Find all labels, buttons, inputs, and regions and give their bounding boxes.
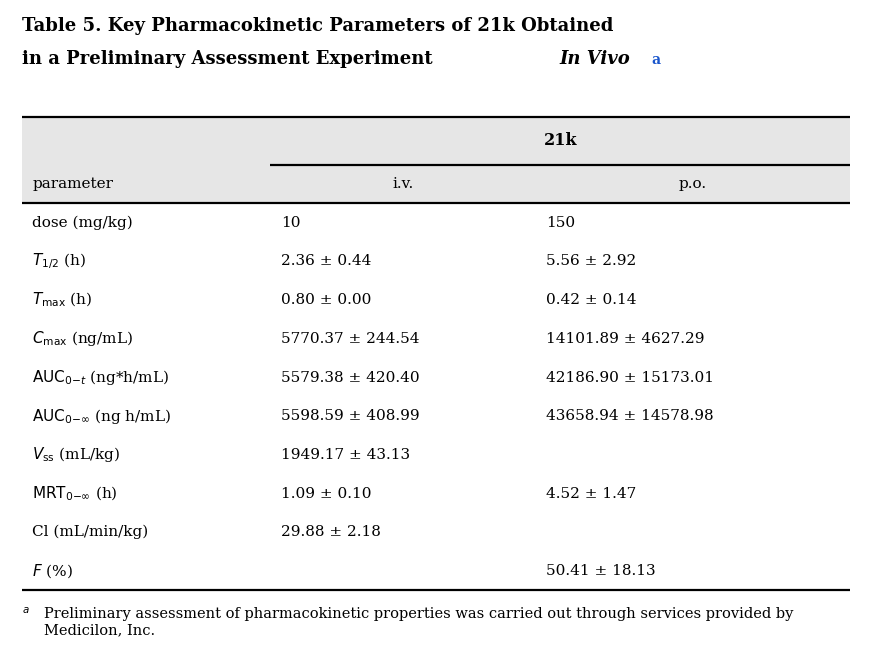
- Text: i.v.: i.v.: [392, 177, 413, 191]
- Text: 1949.17 ± 43.13: 1949.17 ± 43.13: [281, 448, 410, 462]
- Text: $T_{\mathrm{max}}$ (h): $T_{\mathrm{max}}$ (h): [32, 291, 92, 309]
- Text: p.o.: p.o.: [678, 177, 707, 191]
- Text: 29.88 ± 2.18: 29.88 ± 2.18: [281, 526, 381, 539]
- Text: 14101.89 ± 4627.29: 14101.89 ± 4627.29: [546, 332, 705, 346]
- Text: $C_{\mathrm{max}}$ (ng/mL): $C_{\mathrm{max}}$ (ng/mL): [32, 329, 133, 348]
- Text: a: a: [651, 53, 660, 67]
- Text: In Vivo: In Vivo: [560, 50, 630, 68]
- Text: 2.36 ± 0.44: 2.36 ± 0.44: [281, 255, 371, 268]
- Text: 5770.37 ± 244.54: 5770.37 ± 244.54: [281, 332, 419, 346]
- Text: 50.41 ± 18.13: 50.41 ± 18.13: [546, 564, 656, 578]
- Text: $^{a}$: $^{a}$: [22, 607, 30, 621]
- Text: 42186.90 ± 15173.01: 42186.90 ± 15173.01: [546, 371, 714, 384]
- Text: Table 5. Key Pharmacokinetic Parameters of 21k Obtained: Table 5. Key Pharmacokinetic Parameters …: [22, 17, 613, 35]
- Text: in a Preliminary Assessment Experiment: in a Preliminary Assessment Experiment: [22, 50, 439, 68]
- Text: 0.42 ± 0.14: 0.42 ± 0.14: [546, 293, 637, 307]
- Text: $T_{1/2}$ (h): $T_{1/2}$ (h): [32, 251, 86, 271]
- Text: Cl (mL/min/kg): Cl (mL/min/kg): [32, 525, 148, 540]
- Text: Preliminary assessment of pharmacokinetic properties was carried out through ser: Preliminary assessment of pharmacokineti…: [44, 607, 793, 637]
- Text: 10: 10: [281, 216, 300, 229]
- Text: $\mathrm{AUC}_{0\mathrm{-}t}$ (ng*h/mL): $\mathrm{AUC}_{0\mathrm{-}t}$ (ng*h/mL): [32, 368, 169, 387]
- Text: 150: 150: [546, 216, 575, 229]
- Text: $V_{\mathrm{ss}}$ (mL/kg): $V_{\mathrm{ss}}$ (mL/kg): [32, 446, 120, 464]
- Text: parameter: parameter: [32, 177, 113, 191]
- Text: 21k: 21k: [543, 132, 577, 149]
- Text: 4.52 ± 1.47: 4.52 ± 1.47: [546, 487, 636, 500]
- Text: $\mathit{F}$ (%): $\mathit{F}$ (%): [32, 562, 73, 580]
- Text: 43658.94 ± 14578.98: 43658.94 ± 14578.98: [546, 410, 713, 423]
- Text: dose (mg/kg): dose (mg/kg): [32, 215, 133, 230]
- Text: $\mathrm{AUC}_{0\mathrm{-}\infty}$ (ng h/mL): $\mathrm{AUC}_{0\mathrm{-}\infty}$ (ng h…: [32, 407, 171, 426]
- Text: 5598.59 ± 408.99: 5598.59 ± 408.99: [281, 410, 419, 423]
- Text: 0.80 ± 0.00: 0.80 ± 0.00: [281, 293, 371, 307]
- Text: $\mathrm{MRT}_{0\mathrm{-}\infty}$ (h): $\mathrm{MRT}_{0\mathrm{-}\infty}$ (h): [32, 484, 118, 503]
- Text: 5579.38 ± 420.40: 5579.38 ± 420.40: [281, 371, 419, 384]
- Text: 5.56 ± 2.92: 5.56 ± 2.92: [546, 255, 636, 268]
- Text: 1.09 ± 0.10: 1.09 ± 0.10: [281, 487, 371, 500]
